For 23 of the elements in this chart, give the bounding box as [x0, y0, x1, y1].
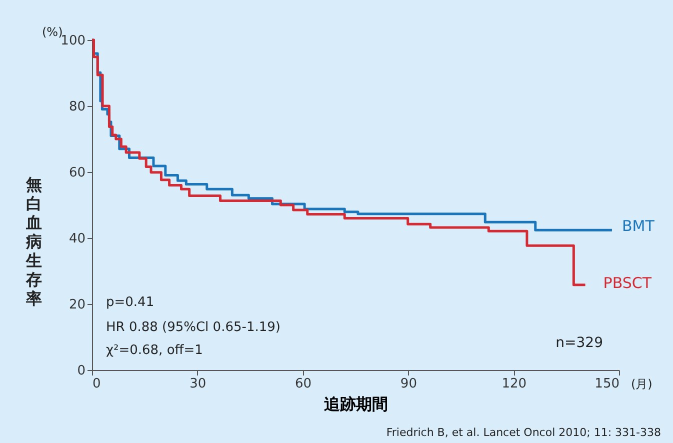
annotation: n=329 — [556, 335, 603, 351]
y-tick-label: 40 — [68, 232, 86, 246]
x-tick-label: 120 — [502, 376, 527, 392]
text: (%) — [42, 25, 63, 39]
x-tick-label: 0 — [92, 376, 101, 392]
annotation: χ²=0.68, off=1 — [106, 343, 203, 358]
series-label: BMT — [622, 217, 656, 236]
y-tick-label: 0 — [77, 364, 86, 378]
y-tick-label: 80 — [68, 100, 86, 114]
y-tick-label: 60 — [68, 166, 86, 180]
x-tick-label: 150 — [594, 376, 620, 392]
x-tick-label: 30 — [190, 376, 206, 392]
y-tick-label: 20 — [68, 298, 86, 312]
series-label: PBSCT — [603, 274, 652, 292]
y-tick-label: 100 — [60, 34, 86, 48]
x-axis-title: 追跡期間 — [323, 394, 388, 414]
annotation: p=0.41 — [106, 295, 154, 310]
text: (月) — [631, 377, 652, 391]
annotation: HR 0.88 (95%Cl 0.65-1.19) — [106, 320, 280, 335]
x-tick-label: 60 — [295, 376, 312, 392]
y-axis-title: 無白血病生存率 — [25, 175, 42, 308]
x-tick-label: 90 — [400, 376, 417, 392]
text: Friedrich B, et al. Lancet Oncol 2010; 11: 331-338 — [386, 426, 661, 439]
